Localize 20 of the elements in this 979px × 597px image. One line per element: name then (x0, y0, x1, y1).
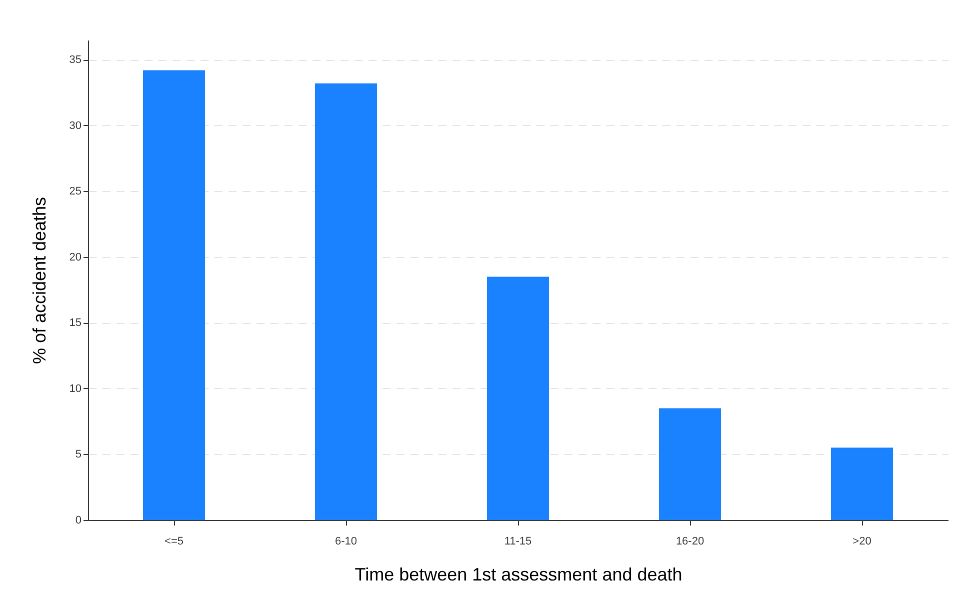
y-axis-title: % of accident deaths (29, 196, 50, 364)
x-tick-label: 11-15 (504, 536, 532, 548)
y-tick-label: 10 (69, 382, 82, 395)
y-tick-label: 30 (69, 120, 82, 132)
bar (315, 83, 377, 520)
y-tick-label: 15 (69, 317, 82, 330)
x-tick-label: 16-20 (676, 536, 704, 548)
x-axis-title: Time between 1st assessment and death (354, 564, 682, 584)
x-tick-label: <=5 (164, 536, 184, 548)
y-tick-label: 20 (69, 251, 82, 264)
bar (659, 408, 721, 520)
y-tick-label: 35 (69, 54, 82, 66)
y-tick-label: 5 (75, 448, 82, 461)
bar (487, 276, 549, 520)
y-tick-label: 0 (75, 514, 82, 526)
bar (143, 70, 205, 520)
x-tick-label: 6-10 (334, 536, 358, 548)
y-tick-label: 25 (69, 186, 82, 198)
bar (831, 448, 893, 520)
x-tick-label: >20 (852, 536, 872, 548)
